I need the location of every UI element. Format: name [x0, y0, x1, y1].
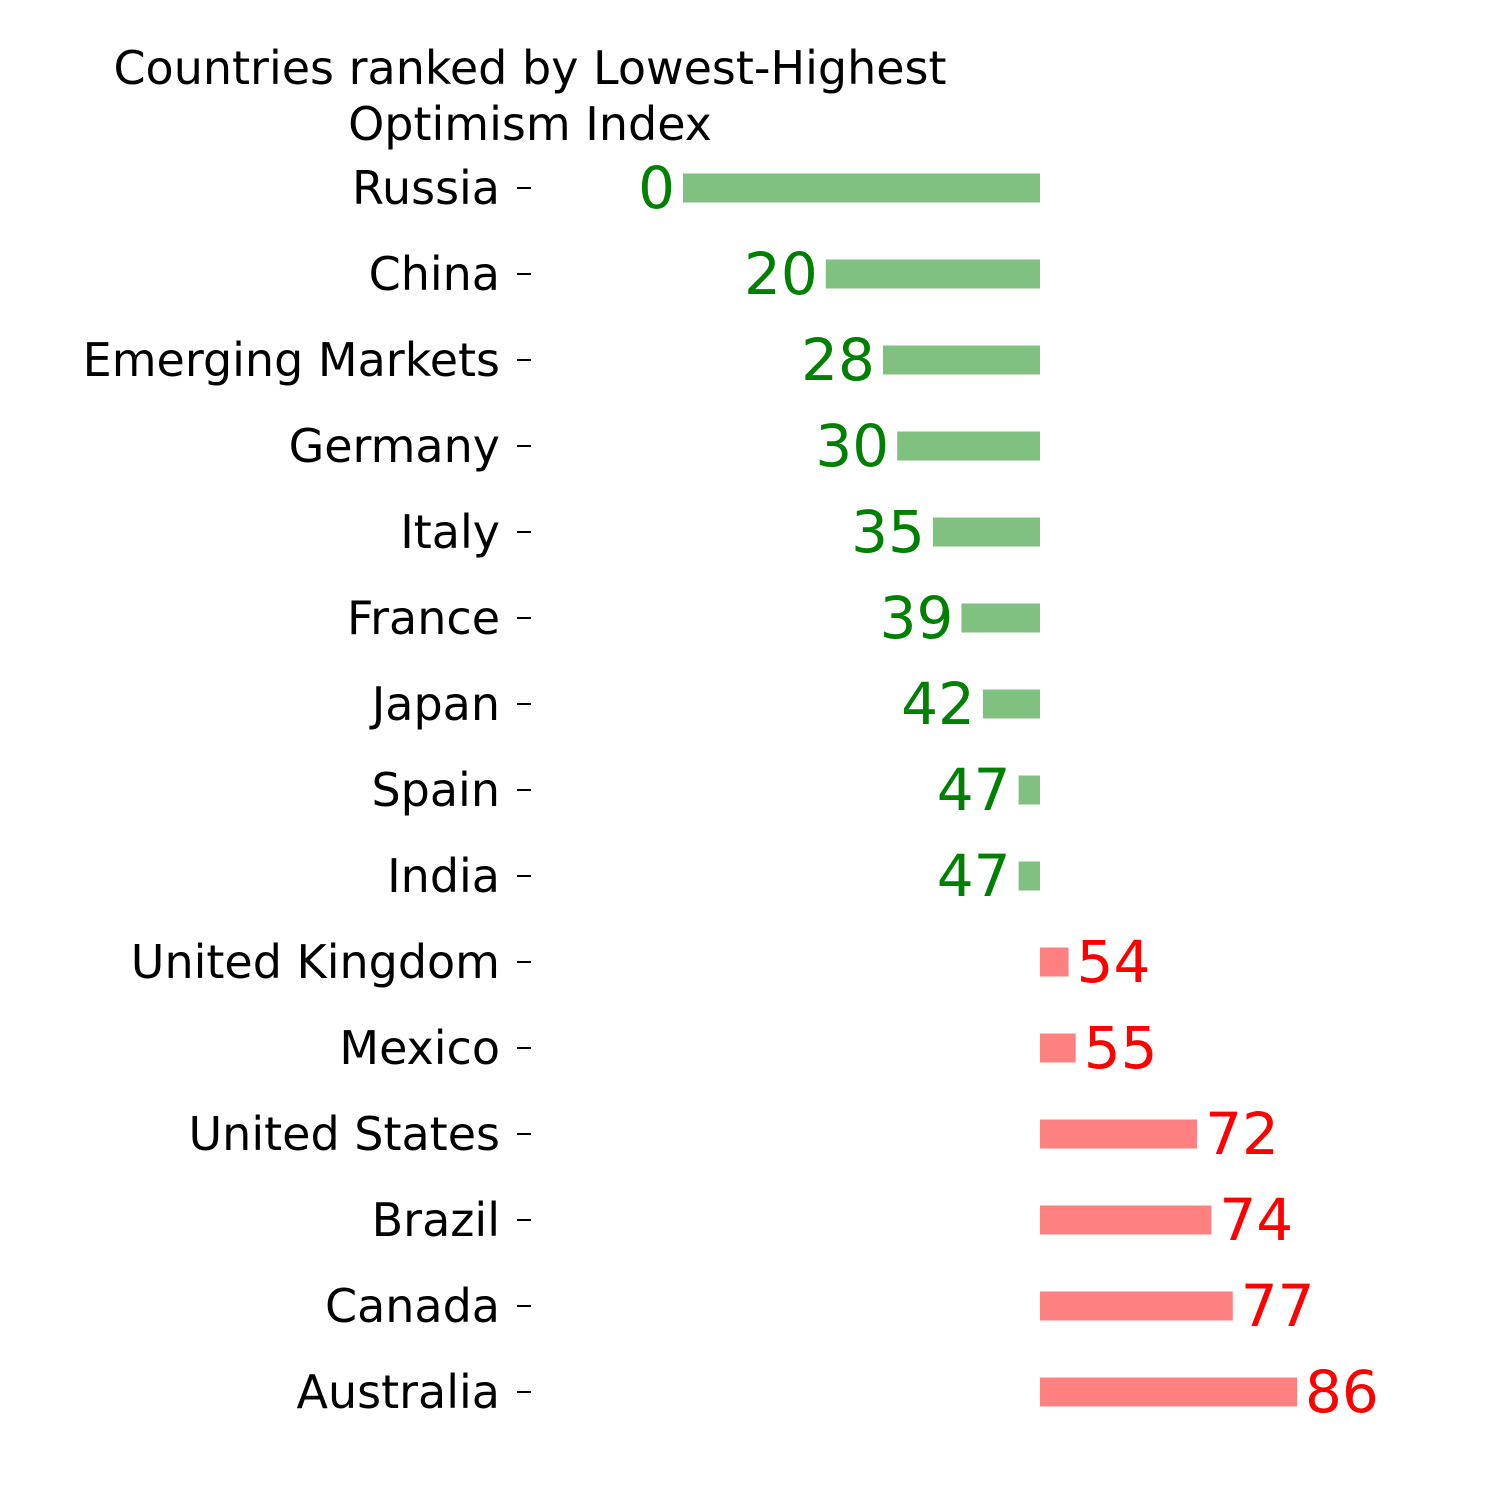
- data-label: 0: [638, 154, 675, 222]
- labels-layer: Russia 0 China 20 Emerging Markets 28 Germany 3…: [83, 154, 1379, 1426]
- bar: [1040, 1033, 1076, 1063]
- bar: [1040, 947, 1069, 977]
- data-label: 77: [1241, 1272, 1315, 1340]
- data-label: 39: [880, 584, 954, 652]
- data-label: 42: [901, 670, 975, 738]
- data-label: 20: [744, 240, 818, 308]
- data-label: 72: [1205, 1100, 1279, 1168]
- chart-title: Countries ranked by Lowest-Highest Optimi…: [113, 41, 946, 151]
- bar: [1040, 1291, 1233, 1321]
- category-label: Emerging Markets: [83, 333, 500, 387]
- bar: [1040, 1377, 1298, 1407]
- category-label: Mexico: [339, 1021, 500, 1075]
- bar: [683, 173, 1040, 203]
- category-label: Australia: [297, 1365, 500, 1419]
- category-label: Japan: [369, 677, 500, 731]
- bar: [1018, 775, 1040, 805]
- category-label: India: [387, 849, 500, 903]
- category-label: Spain: [371, 763, 500, 817]
- bars-layer: [683, 173, 1298, 1407]
- bar: [932, 517, 1040, 547]
- bar: [1018, 861, 1040, 891]
- bar: [961, 603, 1040, 633]
- data-label: 28: [801, 326, 875, 394]
- bar: [1040, 1205, 1212, 1235]
- chart-title-line: Optimism Index: [348, 97, 712, 151]
- category-label: Italy: [400, 505, 500, 559]
- bar: [882, 345, 1040, 375]
- category-label: United Kingdom: [131, 935, 500, 989]
- category-label: United States: [189, 1107, 501, 1161]
- bar: [1040, 1119, 1198, 1149]
- bar: [825, 259, 1040, 289]
- bar: [982, 689, 1040, 719]
- data-label: 55: [1084, 1014, 1158, 1082]
- category-label: China: [369, 247, 500, 301]
- chart-title-line: Countries ranked by Lowest-Highest: [113, 41, 946, 95]
- data-label: 47: [937, 842, 1011, 910]
- data-label: 30: [815, 412, 889, 480]
- bar: [897, 431, 1040, 461]
- data-label: 35: [851, 498, 925, 566]
- data-label: 47: [937, 756, 1011, 824]
- category-label: Brazil: [372, 1193, 500, 1247]
- category-label: France: [347, 591, 500, 645]
- data-label: 86: [1305, 1358, 1379, 1426]
- data-label: 54: [1077, 928, 1151, 996]
- category-label: Germany: [289, 419, 500, 473]
- data-label: 74: [1219, 1186, 1293, 1254]
- category-label: Canada: [325, 1279, 500, 1333]
- category-label: Russia: [352, 161, 500, 215]
